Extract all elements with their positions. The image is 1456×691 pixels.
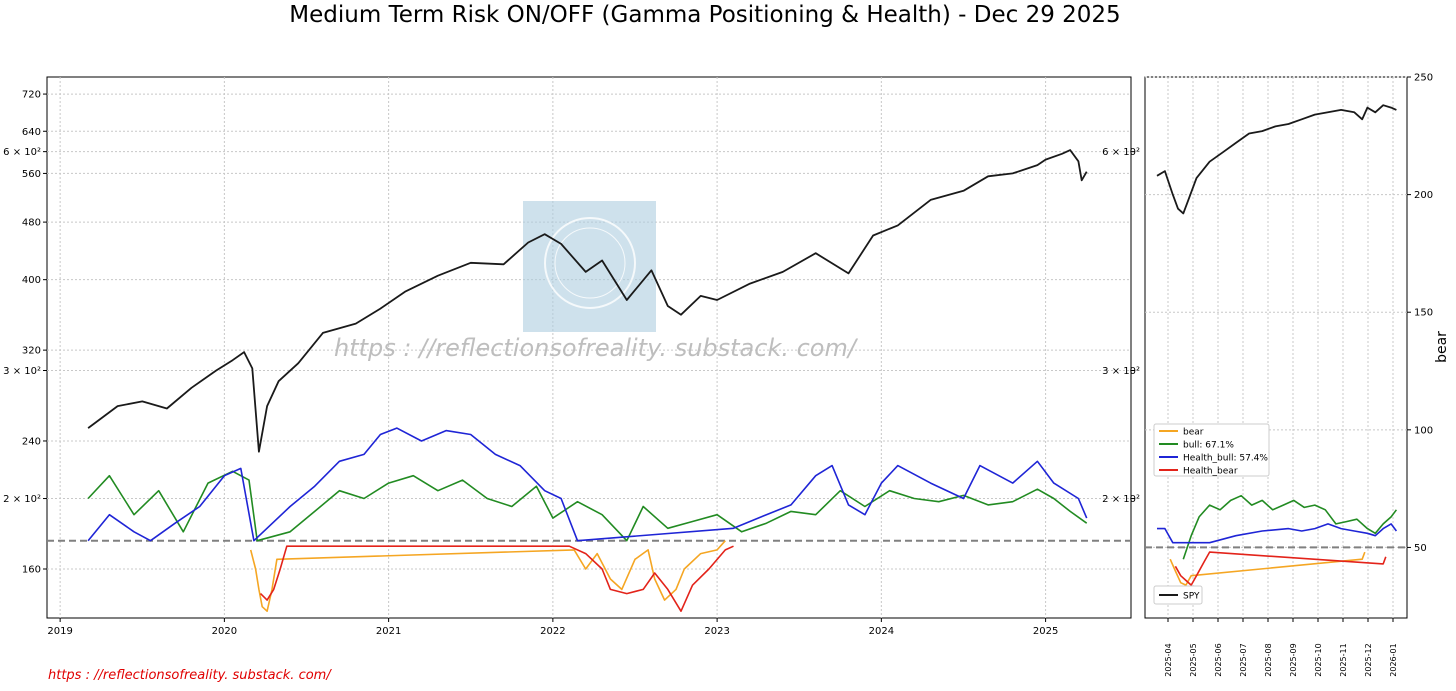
side-y-tick-label: 200	[1414, 190, 1433, 201]
legend-label-bear: bear	[1183, 428, 1204, 438]
side-series-bull-67-1	[1182, 494, 1398, 560]
side-y-tick-label: 150	[1414, 308, 1433, 319]
side-series-spy	[1156, 104, 1397, 215]
side-x-tick-label: 2025-12	[1364, 643, 1373, 676]
side-y-tick-label: 250	[1414, 73, 1433, 84]
x-tick-label: 2025	[1033, 626, 1058, 637]
main-series-health-bull-57-4	[87, 427, 1088, 542]
right-y-tick-label: 3 × 10²	[1102, 366, 1140, 377]
side-panel-axes: 2025-04 2025-05 2025-06 2025-07 2025-08 2025-…	[1164, 73, 1433, 677]
side-panel-frame	[1144, 76, 1408, 619]
side-x-tick-label: 2025-04	[1164, 643, 1173, 676]
y-tick-label: 480	[22, 218, 41, 229]
side-x-tick-label: 2025-05	[1189, 643, 1198, 676]
main-series-health-bear	[259, 545, 734, 613]
legend-series: bear bull: 67.1% Health_bull: 57.4% Health_…	[1153, 423, 1270, 477]
watermark-text: https : //reflectionsofreality. substack…	[334, 334, 859, 362]
side-x-tick-label: 2025-11	[1339, 643, 1348, 676]
side-x-tick-label: 2025-06	[1214, 643, 1223, 676]
side-panel-series	[1156, 104, 1398, 586]
side-series-health-bull-57-4	[1157, 523, 1398, 544]
side-panel-grid	[1145, 76, 1407, 618]
y-tick-label: 3 × 10²	[3, 366, 41, 377]
y-tick-label: 400	[22, 275, 41, 286]
side-x-tick-label: 2025-08	[1264, 643, 1273, 676]
x-tick-label: 2021	[376, 626, 401, 637]
side-x-tick-label: 2025-10	[1314, 643, 1323, 676]
right-y-tick-label: 2 × 10²	[1102, 494, 1140, 505]
side-y-axis-label: bear	[1434, 331, 1450, 363]
x-tick-label: 2019	[47, 626, 72, 637]
y-tick-label: 240	[22, 436, 41, 447]
y-tick-label: 720	[22, 90, 41, 101]
side-series-bear	[1169, 551, 1366, 586]
legend-label-spy: SPY	[1183, 592, 1200, 602]
y-tick-label: 320	[22, 346, 41, 357]
x-tick-label: 2024	[869, 626, 894, 637]
y-tick-label: 6 × 10²	[3, 147, 41, 158]
y-tick-label: 640	[22, 127, 41, 138]
y-tick-label: 2 × 10²	[3, 494, 41, 505]
side-y-tick-label: 50	[1414, 543, 1427, 554]
chart-title: Medium Term Risk ON/OFF (Gamma Positioni…	[289, 2, 1121, 28]
legend-label-bull-67-1: bull: 67.1%	[1183, 441, 1234, 451]
footer-url: https : //reflectionsofreality. substack…	[48, 668, 331, 683]
x-tick-label: 2023	[704, 626, 729, 637]
side-x-tick-label: 2026-01	[1389, 643, 1398, 676]
watermark-logo	[523, 201, 656, 332]
side-x-tick-label: 2025-09	[1289, 643, 1298, 676]
main-series-spy	[87, 149, 1088, 453]
main-series-bear	[249, 540, 726, 613]
legend-label-health-bear: Health_bear	[1183, 467, 1238, 477]
legend-spy: SPY	[1153, 585, 1203, 605]
main-panel-axes: 2019 2020 2021 2022 2023 2024 2025 160 2 × 10² 24…	[3, 90, 1140, 637]
main-panel-frame	[46, 76, 1132, 619]
x-tick-label: 2020	[212, 626, 237, 637]
main-panel-series	[87, 149, 1088, 613]
side-y-tick-label: 100	[1414, 425, 1433, 436]
main-panel-grid	[47, 77, 1131, 618]
x-tick-label: 2022	[540, 626, 565, 637]
legend-label-health-bull-57-4: Health_bull: 57.4%	[1183, 454, 1268, 464]
y-tick-label: 560	[22, 169, 41, 180]
y-tick-label: 160	[22, 564, 41, 575]
main-series-bull-67-1	[87, 470, 1088, 542]
side-series-health-bear	[1174, 551, 1387, 586]
side-x-tick-label: 2025-07	[1239, 643, 1248, 676]
right-y-tick-label: 6 × 10²	[1102, 147, 1140, 158]
